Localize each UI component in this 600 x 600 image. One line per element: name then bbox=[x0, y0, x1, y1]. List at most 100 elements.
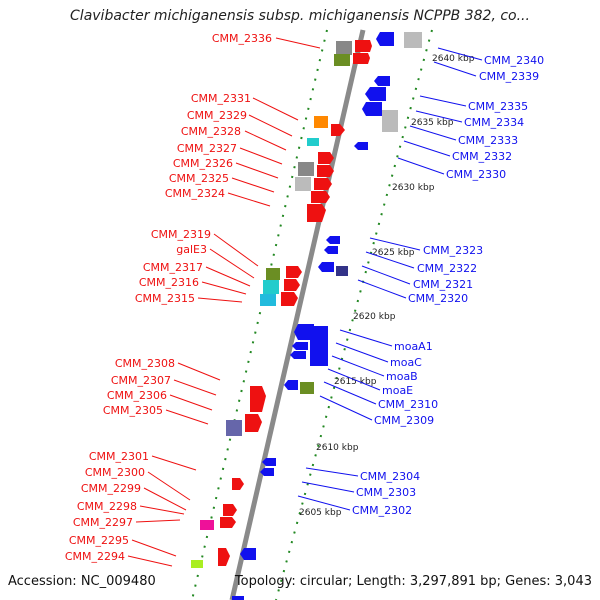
gene-label: galE3 bbox=[176, 243, 207, 256]
kbp-tick-label: 2635 kbp bbox=[411, 118, 454, 128]
gene-arrow bbox=[354, 142, 368, 150]
kbp-tick-label: 2615 kbp bbox=[334, 377, 377, 387]
left-leader-lines bbox=[127, 37, 321, 567]
kbp-tick-label: 2610 kbp bbox=[316, 443, 359, 453]
gene-label: CMM_2319 bbox=[151, 228, 211, 241]
gene-arrow bbox=[220, 517, 236, 528]
kbp-tick-label: 2630 kbp bbox=[392, 183, 435, 193]
gene-block bbox=[191, 560, 203, 568]
gene-arrow bbox=[294, 324, 314, 340]
gene-label: moaB bbox=[386, 370, 418, 383]
gene-label: CMM_2331 bbox=[191, 92, 251, 105]
gene-label: moaC bbox=[390, 356, 422, 369]
gene-label: CMM_2327 bbox=[177, 142, 237, 155]
gene-label: moaA1 bbox=[394, 340, 433, 353]
gene-label: CMM_2306 bbox=[107, 389, 167, 402]
kbp-tick-label: 2620 kbp bbox=[353, 312, 396, 322]
gene-arrow bbox=[318, 262, 334, 272]
gene-label: CMM_2336 bbox=[212, 32, 272, 45]
gene-label: CMM_2335 bbox=[468, 100, 528, 113]
gene-label: CMM_2301 bbox=[89, 450, 149, 463]
accession-text: Accession: NC_009480 bbox=[8, 574, 156, 589]
gene-label: CMM_2325 bbox=[169, 172, 229, 185]
gene-arrow bbox=[245, 414, 262, 432]
gene-label: CMM_2308 bbox=[115, 357, 175, 370]
gene-arrow bbox=[232, 478, 244, 490]
gene-arrow bbox=[240, 548, 256, 560]
gene-block bbox=[200, 520, 214, 530]
kbp-tick-label: 2605 kbp bbox=[299, 508, 342, 518]
gene-arrow bbox=[232, 596, 244, 600]
gene-arrow bbox=[218, 548, 230, 566]
gene-label: moaE bbox=[382, 384, 413, 397]
gene-label: CMM_2323 bbox=[423, 244, 483, 257]
gene-arrow bbox=[317, 165, 334, 177]
gene-label: CMM_2329 bbox=[187, 109, 247, 122]
genome-backbone bbox=[229, 29, 366, 600]
gene-block bbox=[263, 280, 279, 294]
gene-arrow bbox=[318, 152, 334, 164]
gene-label: CMM_2310 bbox=[378, 398, 438, 411]
gene-block bbox=[295, 177, 311, 191]
gene-arrow bbox=[284, 380, 298, 390]
gene-block bbox=[226, 420, 242, 436]
gene-block bbox=[314, 116, 328, 128]
gene-arrow bbox=[374, 76, 390, 86]
gene-label: CMM_2303 bbox=[356, 486, 416, 499]
gene-block bbox=[260, 294, 276, 306]
gene-label: CMM_2328 bbox=[181, 125, 241, 138]
gene-arrow bbox=[290, 351, 306, 359]
gene-label: CMM_2294 bbox=[65, 550, 125, 563]
gene-label: CMM_2305 bbox=[103, 404, 163, 417]
right-gene-labels: CMM_2340 CMM_2339 CMM_2335 CMM_2334 CMM_… bbox=[352, 54, 544, 517]
gene-arrow bbox=[260, 468, 274, 476]
map-title: Clavibacter michiganensis subsp. michiga… bbox=[70, 8, 530, 24]
gene-label: CMM_2309 bbox=[374, 414, 434, 427]
gene-block bbox=[404, 32, 422, 48]
gene-label: CMM_2334 bbox=[464, 116, 524, 129]
gene-block bbox=[307, 138, 319, 146]
gene-label: CMM_2340 bbox=[484, 54, 544, 67]
gene-label: CMM_2330 bbox=[446, 168, 506, 181]
gene-arrow bbox=[223, 504, 237, 516]
gene-arrow bbox=[331, 124, 345, 136]
gene-arrow bbox=[286, 266, 302, 278]
gene-arrow bbox=[311, 191, 330, 203]
gene-block bbox=[266, 268, 280, 280]
gene-label: CMM_2320 bbox=[408, 292, 468, 305]
gene-arrow bbox=[310, 326, 328, 366]
gene-arrow bbox=[355, 40, 372, 52]
gene-arrow bbox=[281, 292, 298, 306]
genome-summary-text: Topology: circular; Length: 3,297,891 bp… bbox=[234, 574, 592, 589]
gene-arrow bbox=[324, 246, 338, 254]
gene-arrow bbox=[307, 204, 326, 222]
gene-block bbox=[382, 110, 398, 132]
gene-arrow bbox=[314, 178, 332, 190]
gene-label: CMM_2304 bbox=[360, 470, 420, 483]
gene-label: CMM_2332 bbox=[452, 150, 512, 163]
gene-label: CMM_2317 bbox=[143, 261, 203, 274]
gene-arrow bbox=[262, 458, 276, 466]
gene-arrow bbox=[284, 279, 300, 291]
gene-block bbox=[336, 266, 348, 276]
gene-block bbox=[300, 382, 314, 394]
gene-label: CMM_2297 bbox=[73, 516, 133, 529]
gene-arrow bbox=[292, 342, 308, 350]
reverse-strand-genes bbox=[232, 32, 394, 600]
gene-label: CMM_2315 bbox=[135, 292, 195, 305]
kbp-tick-label: 2640 kbp bbox=[432, 54, 475, 64]
gene-label: CMM_2307 bbox=[111, 374, 171, 387]
forward-strand-genes bbox=[218, 40, 372, 566]
gene-label: CMM_2333 bbox=[458, 134, 518, 147]
gene-block bbox=[298, 162, 314, 176]
gene-arrow bbox=[376, 32, 394, 46]
gene-arrow bbox=[353, 53, 370, 64]
kbp-tick-label: 2625 kbp bbox=[372, 248, 415, 258]
gene-label: CMM_2339 bbox=[479, 70, 539, 83]
left-gene-labels: CMM_2336 CMM_2331 CMM_2329 CMM_2328 CMM_… bbox=[65, 32, 272, 563]
right-leader-lines bbox=[297, 47, 483, 511]
gene-label: CMM_2326 bbox=[173, 157, 233, 170]
gene-label: CMM_2298 bbox=[77, 500, 137, 513]
gene-label: CMM_2299 bbox=[81, 482, 141, 495]
